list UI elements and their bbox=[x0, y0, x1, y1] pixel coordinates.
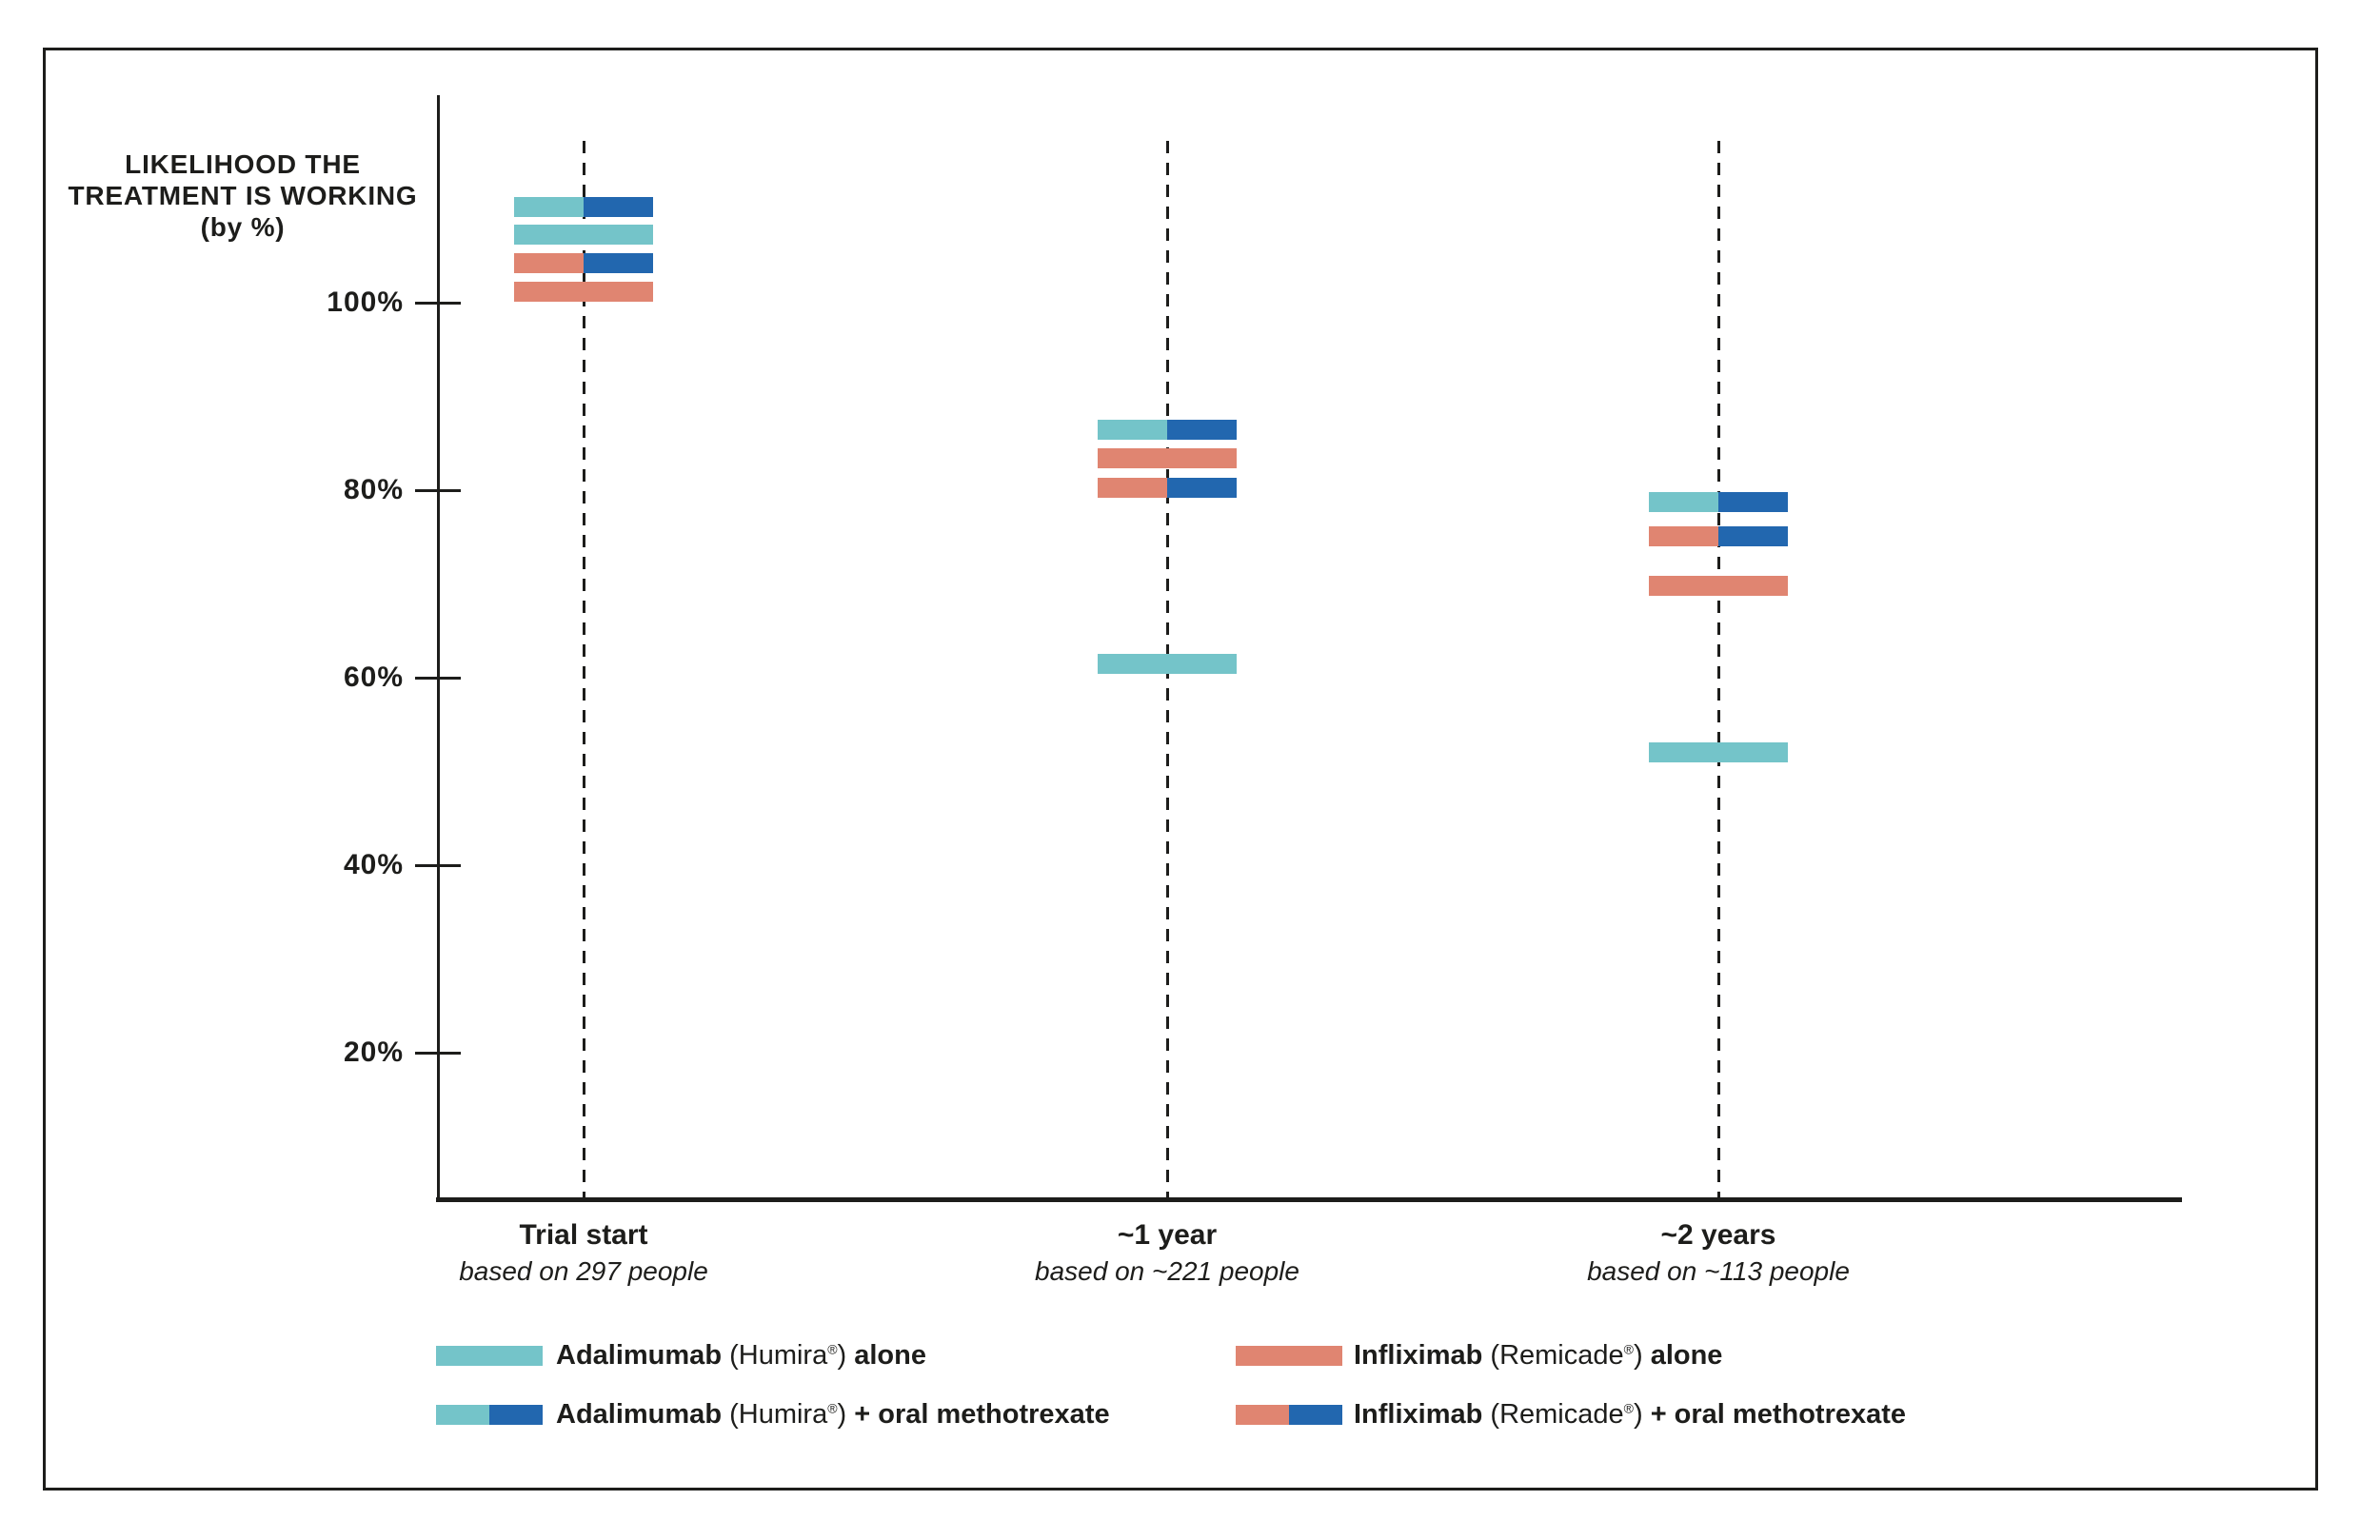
bar-humira_mtx bbox=[514, 197, 653, 218]
legend-label: Infliximab (Remicade®) + oral methotrexa… bbox=[1354, 1398, 1906, 1431]
category-sublabel: based on ~221 people bbox=[1035, 1256, 1299, 1286]
bar-humira_alone bbox=[1098, 653, 1237, 674]
legend-swatch-infliximab-alone bbox=[1236, 1345, 1342, 1366]
time-gridline bbox=[1717, 141, 1720, 1197]
x-axis-line bbox=[436, 1197, 2182, 1202]
legend-swatch-adalimumab-alone bbox=[436, 1345, 543, 1366]
y-tick-mark bbox=[415, 677, 461, 680]
category-label: ~2 years bbox=[1660, 1219, 1776, 1251]
legend-suffix: alone bbox=[1650, 1340, 1723, 1371]
bar-remicade_mtx bbox=[1098, 477, 1237, 498]
y-tick-label: 40% bbox=[343, 849, 404, 880]
legend-drug-name: Infliximab bbox=[1354, 1340, 1483, 1371]
legend-swatch-adalimumab-mtx bbox=[436, 1404, 543, 1425]
time-gridline bbox=[583, 141, 585, 1197]
category-sublabel: based on ~113 people bbox=[1587, 1256, 1850, 1286]
legend-label: Adalimumab (Humira®) alone bbox=[556, 1339, 926, 1372]
legend-suffix: alone bbox=[854, 1340, 926, 1371]
y-tick-mark bbox=[415, 1052, 461, 1055]
legend-drug-name: Adalimumab bbox=[556, 1399, 723, 1430]
y-tick-mark bbox=[415, 864, 461, 867]
legend-brand-name: (Humira®) bbox=[722, 1399, 855, 1430]
y-axis-title: LIKELIHOOD THE TREATMENT IS WORKING (by … bbox=[68, 149, 418, 242]
legend-label: Infliximab (Remicade®) alone bbox=[1354, 1339, 1722, 1372]
bar-humira_alone bbox=[1649, 742, 1788, 763]
bar-humira_alone bbox=[514, 224, 653, 245]
legend-suffix: + oral methotrexate bbox=[854, 1399, 1110, 1430]
category-label: ~1 year bbox=[1117, 1219, 1218, 1251]
bar-humira_mtx bbox=[1649, 492, 1788, 513]
legend-suffix: + oral methotrexate bbox=[1650, 1399, 1907, 1430]
y-axis-line bbox=[437, 95, 440, 1202]
bar-remicade_mtx bbox=[1649, 525, 1788, 546]
category-label: Trial start bbox=[519, 1219, 648, 1251]
legend-swatch-infliximab-mtx bbox=[1236, 1404, 1342, 1425]
y-tick-mark bbox=[415, 302, 461, 305]
y-tick-label: 20% bbox=[343, 1037, 404, 1068]
bar-remicade_mtx bbox=[514, 253, 653, 274]
legend-brand-name: (Humira®) bbox=[722, 1340, 855, 1371]
chart-frame bbox=[43, 48, 2318, 1491]
bar-humira_mtx bbox=[1098, 420, 1237, 441]
y-tick-label: 100% bbox=[327, 286, 404, 318]
bar-remicade_alone bbox=[514, 281, 653, 302]
bar-remicade_alone bbox=[1098, 448, 1237, 468]
y-tick-label: 80% bbox=[343, 474, 404, 505]
y-tick-label: 60% bbox=[343, 661, 404, 693]
legend-brand-name: (Remicade®) bbox=[1482, 1340, 1651, 1371]
bar-remicade_alone bbox=[1649, 575, 1788, 596]
legend-brand-name: (Remicade®) bbox=[1482, 1399, 1651, 1430]
category-sublabel: based on 297 people bbox=[459, 1256, 708, 1286]
legend-label: Adalimumab (Humira®) + oral methotrexate bbox=[556, 1398, 1110, 1431]
legend-drug-name: Infliximab bbox=[1354, 1399, 1483, 1430]
legend-drug-name: Adalimumab bbox=[556, 1340, 723, 1371]
y-tick-mark bbox=[415, 489, 461, 492]
